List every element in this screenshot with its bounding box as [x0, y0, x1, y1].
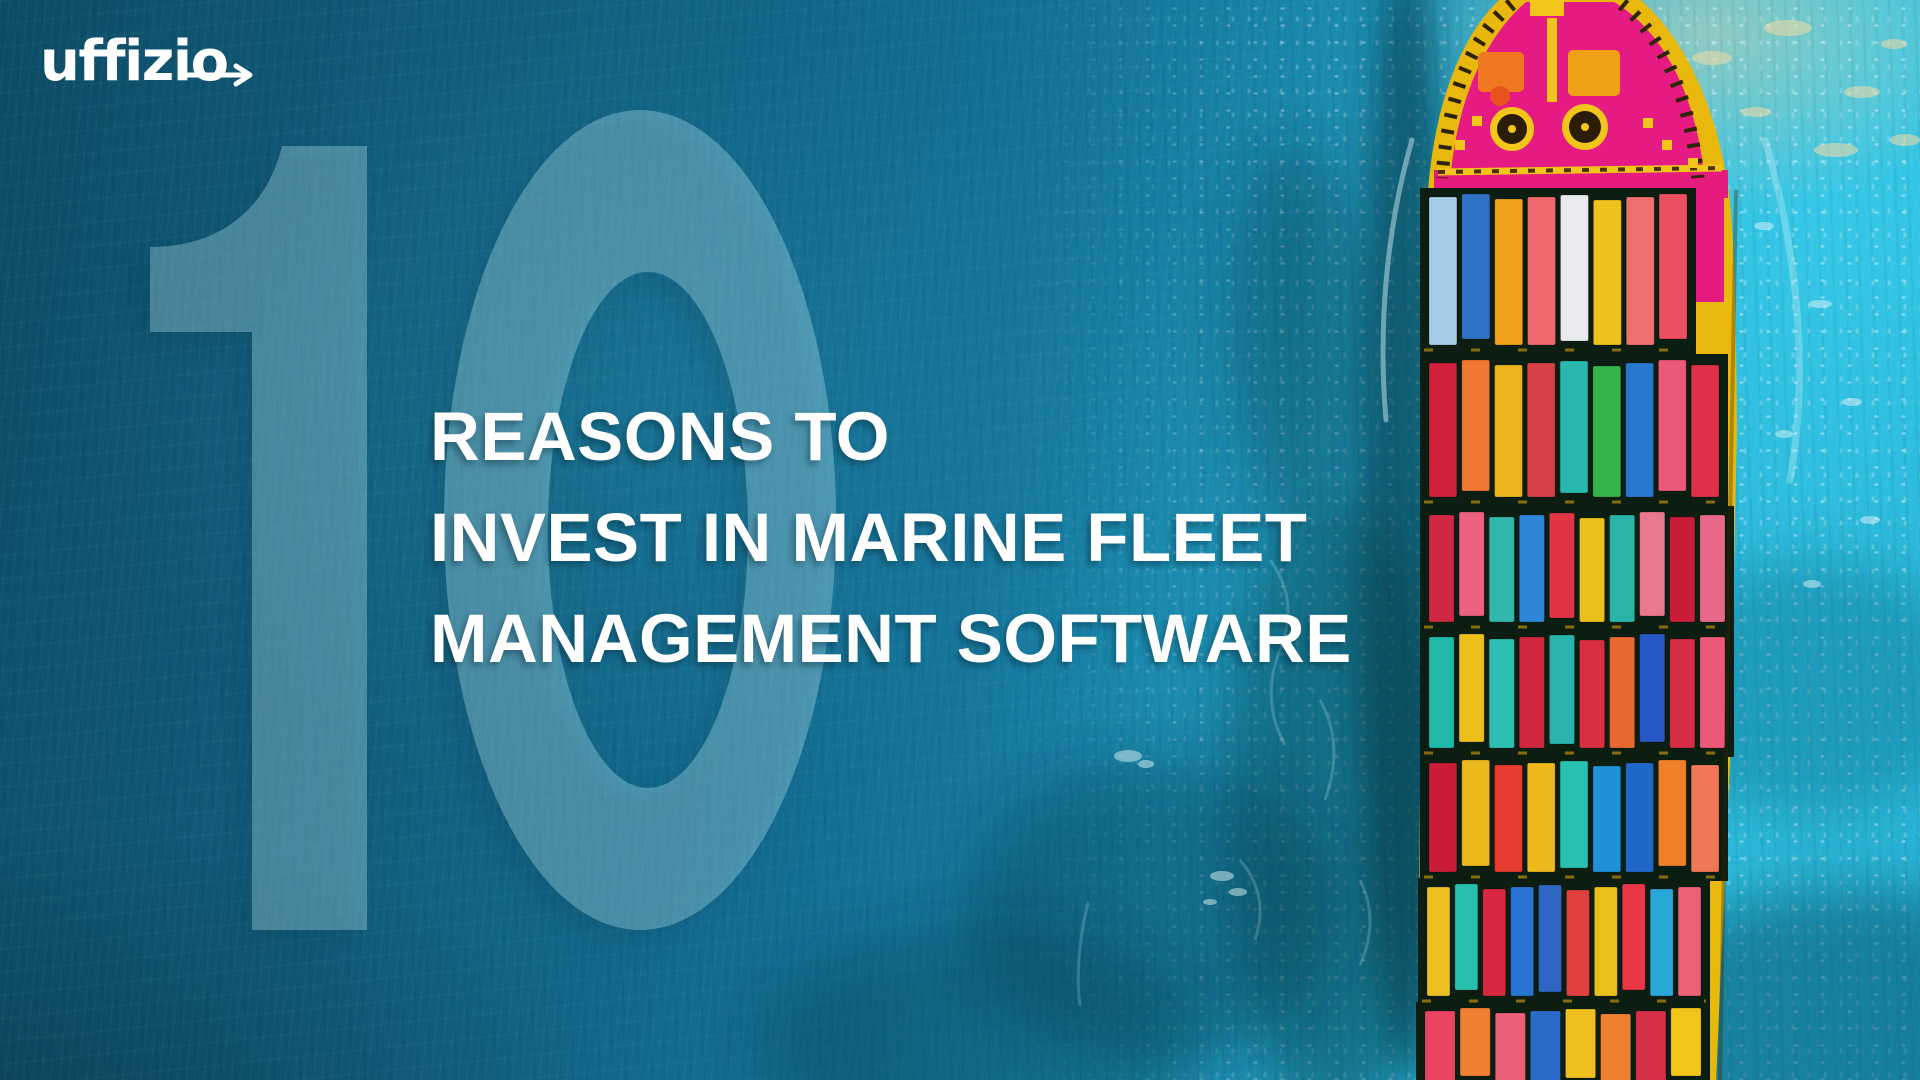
- shipping-container: [1657, 359, 1687, 492]
- shipping-container: [1488, 516, 1515, 623]
- shipping-container: [1494, 364, 1523, 498]
- shipping-container: [1526, 762, 1556, 873]
- shipping-container: [1621, 883, 1646, 991]
- shipping-container: [1426, 886, 1451, 997]
- shipping-container: [1459, 1007, 1491, 1077]
- shipping-container: [1428, 762, 1458, 873]
- bow-tip-box: [1530, 0, 1564, 16]
- winch-axle-left: [1508, 125, 1516, 133]
- shipping-container: [1494, 198, 1524, 346]
- shipping-container: [1566, 889, 1590, 997]
- wake-ripples: [1076, 559, 1372, 1007]
- shipping-container: [1625, 196, 1655, 346]
- shipping-container: [1669, 638, 1696, 749]
- shipping-container: [1494, 1012, 1526, 1080]
- shipping-container: [1458, 633, 1485, 743]
- shipping-container: [1538, 884, 1562, 993]
- shipping-container: [1559, 760, 1589, 869]
- shipping-container: [1600, 1013, 1632, 1080]
- shipping-container: [1699, 514, 1726, 623]
- deck-machinery-right: [1568, 50, 1620, 96]
- shipping-container: [1488, 638, 1515, 749]
- winch-axle-right: [1581, 123, 1589, 131]
- digit-1: [150, 146, 367, 930]
- shipping-container: [1518, 636, 1545, 749]
- shipping-container: [1690, 364, 1720, 498]
- headline: REASONS TO INVEST IN MARINE FLEET MANAGE…: [430, 386, 1352, 689]
- shipping-container: [1510, 886, 1535, 997]
- shipping-container: [1625, 762, 1654, 873]
- hull-edge-shade: [1718, 189, 1738, 1080]
- shipping-container: [1649, 888, 1674, 997]
- shipping-container: [1428, 196, 1458, 346]
- shipping-container: [1639, 633, 1666, 743]
- shipping-container: [1592, 765, 1622, 873]
- headline-line-2: INVEST IN MARINE FLEET: [430, 499, 1308, 576]
- shipping-container: [1428, 636, 1455, 749]
- shipping-container: [1565, 1008, 1597, 1079]
- shipping-container: [1559, 360, 1589, 494]
- shipping-container: [1639, 511, 1666, 617]
- shipping-container: [1529, 1010, 1561, 1080]
- deck-machinery-left: [1478, 52, 1524, 92]
- shipping-container: [1579, 517, 1606, 623]
- shipping-container: [1461, 759, 1491, 867]
- shipping-container: [1527, 196, 1556, 346]
- cargo-ship: [1416, 0, 1738, 1080]
- shipping-container: [1518, 514, 1545, 623]
- bow-railing-right: [1617, 0, 1705, 179]
- shipping-container: [1482, 888, 1507, 997]
- shipping-container: [1670, 1007, 1702, 1077]
- shipping-container: [1579, 639, 1606, 749]
- bow-railing-left: [1435, 0, 1517, 179]
- shipping-container: [1592, 365, 1622, 498]
- shipping-container: [1494, 764, 1523, 873]
- container-bays: [1416, 188, 1734, 1080]
- shipping-container: [1609, 636, 1636, 749]
- shipping-container: [1669, 516, 1696, 623]
- shipping-container: [1560, 194, 1589, 342]
- shipping-container: [1657, 759, 1687, 867]
- shipping-container: [1625, 362, 1654, 498]
- brand-logo: uffizio: [40, 34, 253, 90]
- shipping-container: [1424, 1010, 1456, 1080]
- shipping-container: [1635, 1010, 1667, 1080]
- shipping-container: [1609, 514, 1636, 623]
- breakwater-cleats: [1437, 166, 1723, 174]
- shipping-container: [1428, 514, 1455, 623]
- shipping-container: [1461, 193, 1491, 340]
- shipping-container: [1699, 636, 1726, 749]
- brand-logo-text: uffizio: [40, 29, 229, 94]
- shipping-container: [1428, 362, 1458, 498]
- deck-wing-right: [1694, 198, 1724, 302]
- digit-0: [444, 110, 836, 930]
- headline-line-1: REASONS TO: [430, 398, 890, 475]
- wave-crest-highlight: [1761, 136, 1803, 484]
- headline-line-3: MANAGEMENT SOFTWARE: [430, 600, 1352, 677]
- shipping-container: [1454, 883, 1479, 991]
- arrow-right-icon: [181, 63, 253, 87]
- shipping-container: [1677, 886, 1702, 997]
- shipping-container: [1690, 764, 1720, 873]
- shipping-container: [1526, 362, 1556, 498]
- shipping-container: [1592, 199, 1622, 346]
- deck-machinery-round: [1490, 86, 1510, 106]
- shipping-container: [1458, 511, 1485, 617]
- shipping-container: [1593, 886, 1618, 997]
- bow-mast: [1547, 18, 1557, 102]
- shipping-container: [1548, 634, 1576, 745]
- shipping-container: [1461, 359, 1491, 492]
- bow-wave-highlight: [1380, 137, 1415, 423]
- deck-bollards: [1455, 116, 1698, 168]
- shipping-container: [1658, 193, 1688, 340]
- shipping-container: [1548, 512, 1576, 619]
